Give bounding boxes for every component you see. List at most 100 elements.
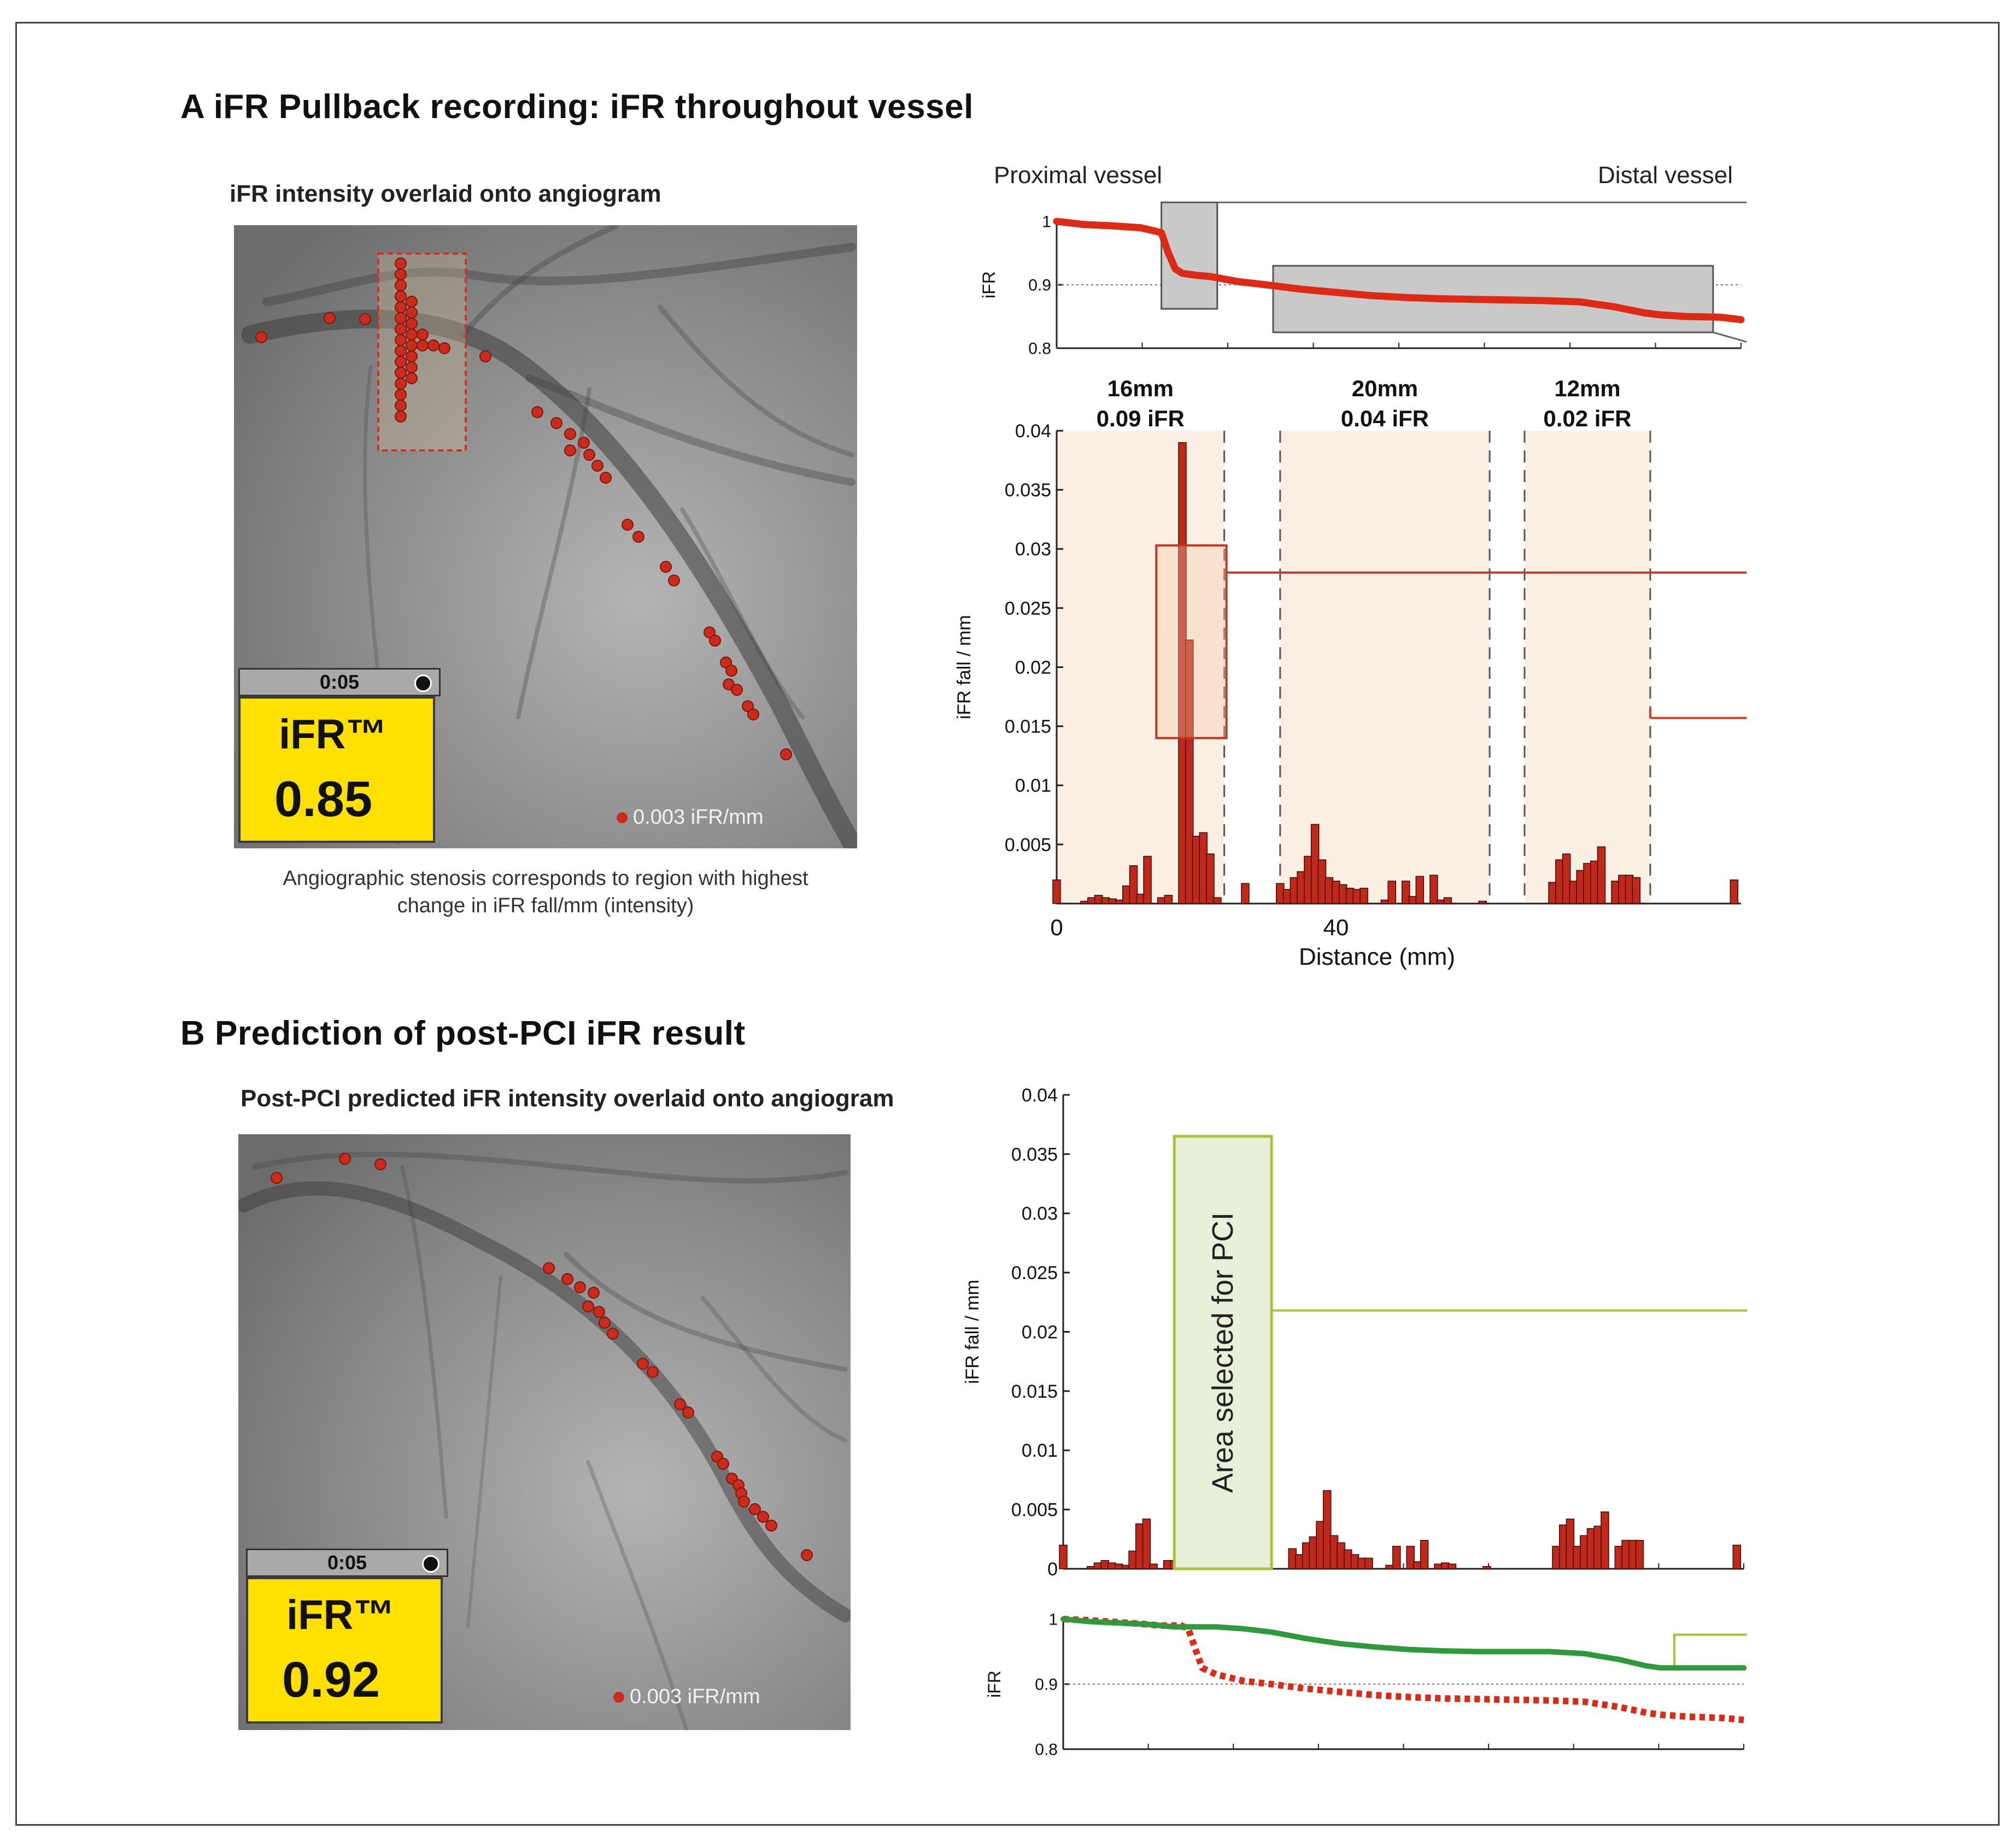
badge-b-label: iFR™ [286, 1592, 395, 1638]
distal-label: Distal vessel [1598, 162, 1733, 189]
intensity-dot [564, 428, 576, 440]
bar [1100, 1560, 1109, 1569]
y-tick-label: 0.8 [1035, 1741, 1058, 1759]
bar [1569, 881, 1578, 904]
panel-b-image-title: Post-PCI predicted iFR intensity overlai… [241, 1085, 894, 1112]
bar [1597, 846, 1606, 904]
bar [1364, 1557, 1373, 1569]
vessel-path [680, 507, 805, 719]
intensity-dot [574, 1281, 586, 1293]
y-tick-label: 0.04 [1022, 1085, 1058, 1106]
pci-area-box [1173, 1135, 1273, 1570]
intensity-dot [637, 1358, 649, 1370]
bar [1443, 897, 1452, 904]
bar [1317, 859, 1327, 904]
bar [1562, 853, 1571, 904]
bar [1732, 1544, 1742, 1569]
bar [1337, 1542, 1345, 1569]
bar [1434, 1563, 1443, 1569]
y-tick-label: 0.025 [1005, 598, 1051, 619]
legend-note-b: 0.003 iFR/mm [613, 1685, 760, 1709]
intensity-dot [255, 331, 267, 343]
intensity-dot [607, 1328, 619, 1340]
legend-note-a: 0.003 iFR/mm [617, 806, 764, 829]
intensity-dot [668, 574, 680, 587]
panel-a-image-title: iFR intensity overlaid onto angiogram [230, 180, 661, 207]
intensity-dot [591, 460, 603, 472]
bar [1129, 865, 1138, 904]
y-axis-label: iFR [979, 271, 999, 298]
intensity-dot [395, 411, 407, 423]
vessel-path [701, 1296, 847, 1443]
bar [1276, 883, 1285, 904]
bar [1164, 895, 1173, 904]
intensity-dot [582, 1300, 594, 1312]
intensity-dot [374, 1158, 386, 1170]
y-tick-label: 0.02 [1015, 657, 1051, 678]
segment-length-label: 12mm [1554, 376, 1620, 401]
bracket-line [1713, 331, 1747, 343]
intensity-dot [738, 1496, 750, 1508]
angiogram-b: 0:05 iFR™ 0.92 0.003 iFR/mm [238, 1134, 851, 1730]
bar [1297, 871, 1305, 904]
bar [1135, 1523, 1144, 1569]
intensity-dot [359, 313, 371, 325]
bar [1290, 877, 1299, 904]
intensity-dot [765, 1520, 777, 1532]
legend-note-b-text: 0.003 iFR/mm [630, 1685, 760, 1708]
pre-pci-line [1063, 1616, 1744, 1723]
bar [1121, 1564, 1130, 1569]
bar [1625, 875, 1634, 904]
segment-length-label: 20mm [1352, 376, 1418, 401]
bar [1163, 1560, 1172, 1569]
bar [1413, 1561, 1422, 1569]
bar [1601, 1511, 1609, 1569]
bar [1614, 1546, 1624, 1569]
record-icon [422, 1555, 439, 1573]
intensity-dot [704, 626, 716, 638]
segment-drop-label: 0.04 iFR [1341, 406, 1429, 431]
intensity-dot [427, 339, 439, 351]
y-tick-label: 0.035 [1005, 480, 1051, 501]
panel-b-title: B Prediction of post-PCI iFR result [180, 1015, 746, 1052]
bar [1406, 1546, 1415, 1569]
y-tick-label: 0.01 [1015, 776, 1051, 796]
intensity-dot [406, 372, 418, 384]
y-tick-label: 0.03 [1015, 539, 1051, 560]
legend-note-a-text: 0.003 iFR/mm [633, 806, 764, 829]
intensity-dot [531, 406, 543, 418]
bar [1392, 1546, 1401, 1569]
intensity-dot [757, 1511, 769, 1523]
intensity-dot [720, 656, 732, 669]
bar [1380, 899, 1390, 904]
angiogram-a: 0:05 iFR™ 0.85 0.003 iFR/mm [234, 225, 857, 848]
bar [1143, 855, 1152, 904]
vessel-path [461, 225, 619, 337]
pci-area-label: Area selected for PCI [1206, 1212, 1239, 1493]
intensity-dot [561, 1273, 573, 1285]
intensity-dot [339, 1153, 351, 1165]
bar [1387, 881, 1396, 904]
intensity-dot [682, 1406, 694, 1418]
caption-line-2: change in iFR fall/mm (intensity) [397, 894, 694, 917]
bar [1185, 640, 1194, 904]
vessel-path [262, 243, 856, 306]
bar [1087, 897, 1096, 904]
vessel-path [466, 1275, 502, 1628]
y-axis-label: iFR fall / mm [962, 1280, 983, 1384]
bar [1593, 1526, 1602, 1569]
badge-a-time: 0:05 [238, 668, 441, 696]
legend-dot-icon [613, 1691, 624, 1703]
x-tick-label: 40 [1323, 914, 1349, 940]
intensity-dot [632, 531, 644, 543]
segment-region [1524, 431, 1650, 904]
bar [1142, 1518, 1151, 1569]
bar [1157, 897, 1166, 904]
bar [1576, 870, 1585, 904]
y-tick-label: 0.9 [1028, 277, 1051, 295]
y-tick-label: 0.02 [1022, 1322, 1058, 1342]
panel-a-caption: Angiographic stenosis corresponds to reg… [234, 865, 857, 919]
intensity-dot [599, 1317, 611, 1329]
bar [1101, 897, 1110, 904]
bar [1621, 1540, 1630, 1569]
